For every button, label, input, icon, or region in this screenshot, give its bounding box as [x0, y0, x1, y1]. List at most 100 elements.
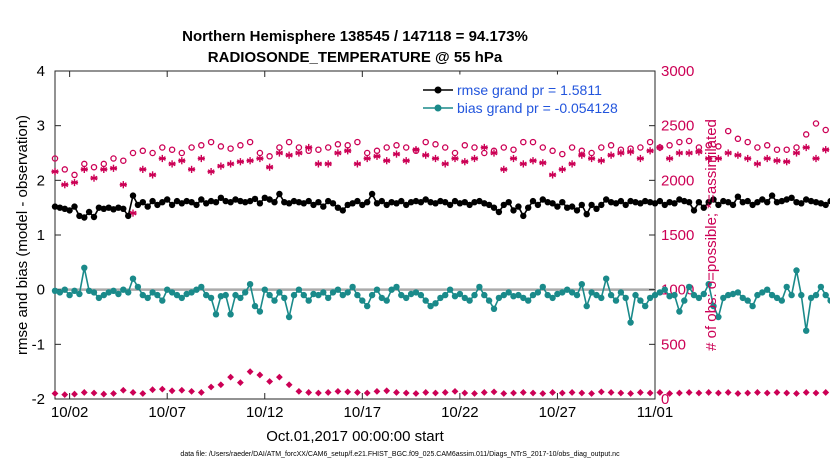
data-point — [158, 385, 166, 393]
data-point — [822, 389, 830, 396]
data-point — [783, 158, 791, 166]
data-point — [363, 389, 371, 397]
data-point — [510, 207, 517, 214]
data-point — [705, 199, 712, 206]
data-point — [710, 302, 717, 310]
data-point — [783, 196, 790, 203]
data-point — [129, 389, 137, 396]
data-point — [588, 289, 595, 296]
data-point — [388, 286, 395, 293]
data-point — [549, 294, 556, 302]
data-point — [402, 389, 410, 397]
data-point — [173, 291, 181, 299]
data-point — [197, 154, 205, 163]
data-point — [217, 162, 225, 170]
data-point — [802, 143, 810, 152]
data-point — [529, 197, 537, 205]
data-point — [285, 200, 293, 207]
data-point — [188, 165, 196, 173]
data-point — [461, 294, 468, 302]
data-point — [217, 194, 225, 201]
data-point — [617, 389, 625, 397]
data-point — [720, 197, 727, 205]
data-point — [720, 294, 727, 302]
data-point — [383, 201, 390, 209]
data-point — [734, 390, 742, 397]
data-point — [568, 289, 576, 296]
data-point — [329, 200, 337, 207]
data-point — [383, 144, 390, 151]
data-point — [446, 201, 454, 209]
data-point — [422, 196, 429, 203]
ytick-left-label: 1 — [37, 227, 45, 244]
data-point — [666, 199, 673, 206]
data-point — [383, 387, 391, 395]
data-point — [466, 201, 473, 209]
data-point — [432, 389, 439, 397]
data-point — [612, 297, 620, 304]
data-point — [198, 283, 205, 291]
data-point — [617, 197, 625, 205]
data-point — [412, 390, 420, 397]
ytick-left-label: 3 — [37, 118, 45, 135]
data-point — [544, 199, 551, 206]
data-point — [817, 283, 825, 291]
data-point — [281, 294, 288, 302]
data-point — [295, 199, 303, 206]
ytick-right-label: 1500 — [661, 227, 694, 244]
data-point — [559, 289, 566, 296]
chart-title: Northern Hemisphere 138545 / 147118 = 94… — [182, 28, 528, 45]
data-point — [159, 297, 166, 304]
data-point — [754, 291, 761, 299]
data-point — [461, 158, 469, 166]
data-point — [651, 291, 659, 299]
data-point — [607, 151, 615, 159]
data-point — [154, 201, 161, 209]
data-point — [402, 157, 410, 165]
data-point — [685, 137, 693, 145]
data-point — [246, 157, 254, 165]
data-point — [193, 201, 200, 209]
data-point — [534, 289, 542, 296]
data-point — [407, 290, 415, 298]
data-point — [734, 151, 742, 159]
data-point — [807, 197, 815, 205]
data-point — [539, 283, 546, 291]
data-point — [158, 154, 166, 163]
data-point — [437, 294, 444, 302]
data-point — [725, 199, 732, 206]
data-point — [344, 388, 352, 396]
data-point — [793, 267, 800, 274]
data-point — [129, 275, 137, 282]
data-point — [627, 319, 634, 326]
data-point — [100, 291, 108, 299]
data-point — [378, 197, 385, 205]
data-point — [149, 171, 157, 179]
data-point — [168, 387, 176, 395]
ytick-left-label: -1 — [32, 336, 45, 353]
data-point — [110, 155, 117, 162]
ytick-right-label: 3000 — [661, 63, 694, 80]
data-point — [778, 297, 785, 304]
data-point — [759, 196, 766, 203]
data-point — [71, 171, 78, 179]
data-point — [261, 286, 268, 293]
data-point — [525, 297, 532, 304]
data-point — [783, 146, 790, 153]
xtick-label: 10/07 — [148, 404, 186, 421]
data-point — [685, 283, 693, 291]
data-point — [441, 389, 449, 396]
ytick-left-label: -2 — [32, 391, 45, 408]
data-point — [627, 390, 635, 397]
data-point — [705, 389, 713, 396]
data-point — [417, 199, 425, 206]
data-point — [485, 297, 493, 304]
data-point — [100, 205, 108, 212]
data-point — [803, 196, 810, 203]
data-point — [193, 286, 200, 293]
data-point — [568, 389, 576, 396]
data-point — [168, 160, 176, 168]
data-point — [636, 154, 644, 163]
data-point — [251, 302, 259, 310]
data-point — [807, 294, 815, 302]
